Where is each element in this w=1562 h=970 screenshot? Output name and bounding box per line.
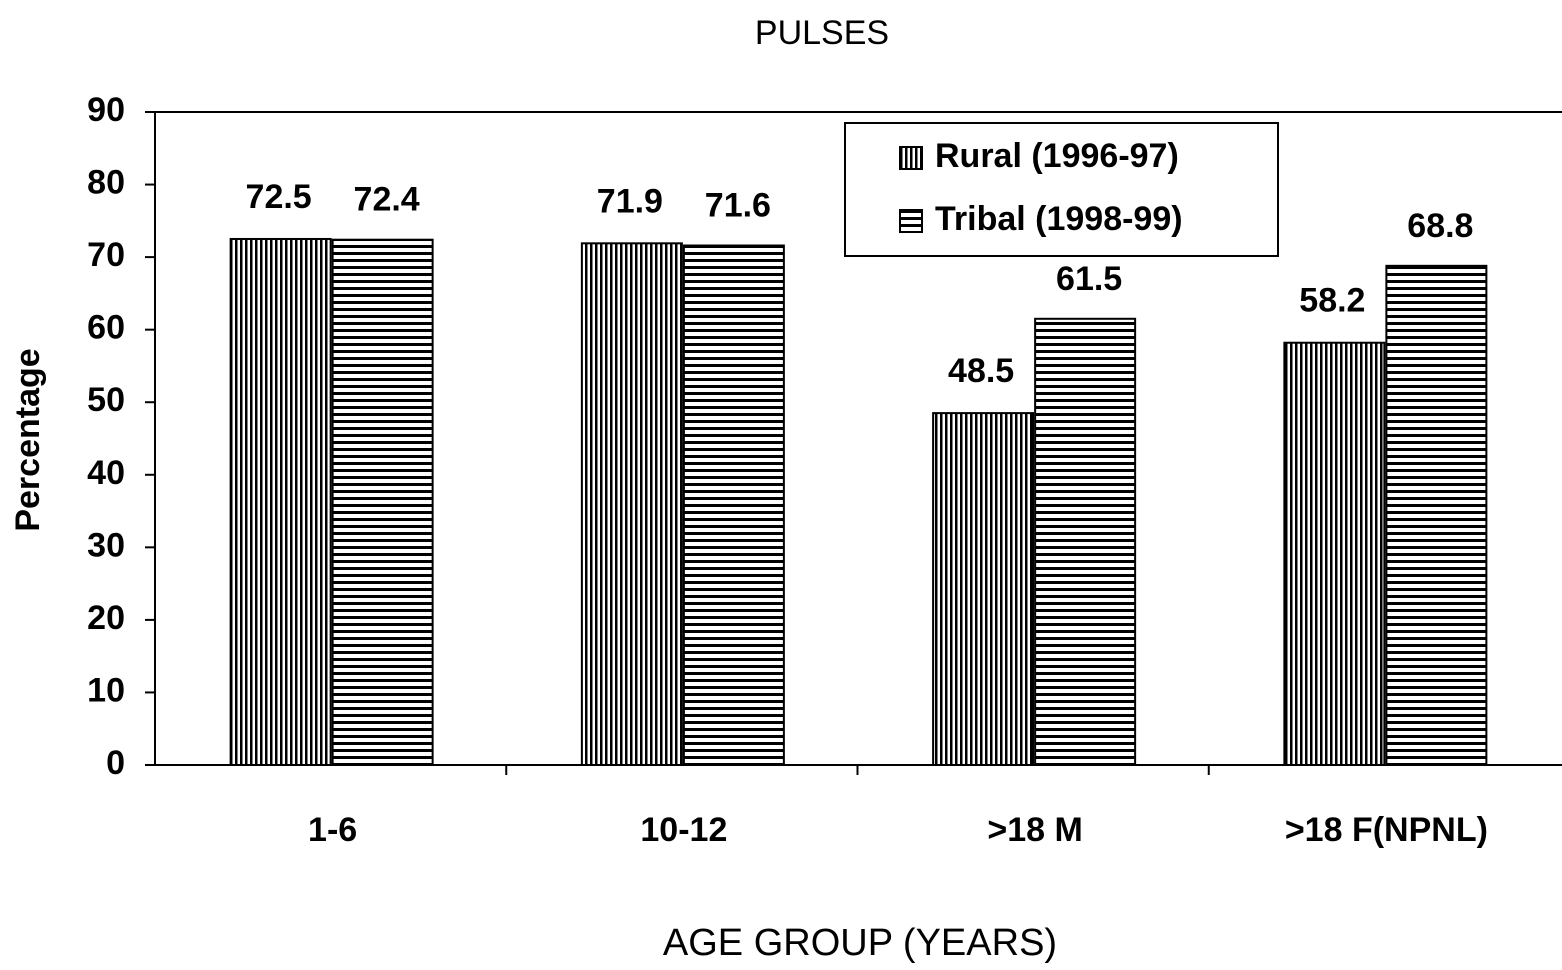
y-tick-label: 70 (87, 236, 125, 274)
y-axis-label: Percentage (9, 348, 47, 531)
legend-swatch (899, 146, 923, 170)
data-label: 48.5 (948, 352, 1014, 390)
bar (331, 238, 434, 767)
y-tick-label: 80 (87, 164, 125, 202)
legend-swatch (899, 209, 923, 233)
y-tick-label: 40 (87, 454, 125, 492)
x-axis-label: AGE GROUP (YEARS) (663, 922, 1057, 964)
y-tick-label: 20 (87, 599, 125, 637)
legend-label: Rural (1996-97) (935, 137, 1179, 175)
data-label: 72.4 (354, 181, 420, 219)
y-tick-label: 50 (87, 381, 125, 419)
y-tick-label: 90 (87, 91, 125, 129)
data-label: 58.2 (1299, 282, 1365, 320)
bar (580, 242, 683, 766)
bar (1034, 317, 1137, 766)
legend-box (844, 122, 1279, 257)
data-label: 72.5 (246, 178, 312, 216)
legend-label: Tribal (1998-99) (935, 200, 1183, 238)
bar (229, 237, 332, 766)
y-tick-label: 0 (106, 744, 125, 782)
bar (1385, 264, 1488, 766)
data-label: 61.5 (1056, 260, 1122, 298)
bar (932, 412, 1035, 766)
data-label: 68.8 (1407, 207, 1473, 245)
data-label: 71.6 (705, 186, 771, 224)
chart-title: PULSES (755, 14, 889, 52)
x-tick-label: >18 F(NPNL) (1285, 811, 1488, 849)
x-tick-label: 10-12 (640, 811, 727, 849)
y-tick-label: 30 (87, 526, 125, 564)
bar (682, 244, 785, 767)
bar (1283, 341, 1386, 766)
y-tick-label: 10 (87, 671, 125, 709)
data-label: 71.9 (597, 182, 663, 220)
x-tick-label: 1-6 (308, 811, 357, 849)
x-tick-label: >18 M (987, 811, 1082, 849)
y-tick-label: 60 (87, 309, 125, 347)
